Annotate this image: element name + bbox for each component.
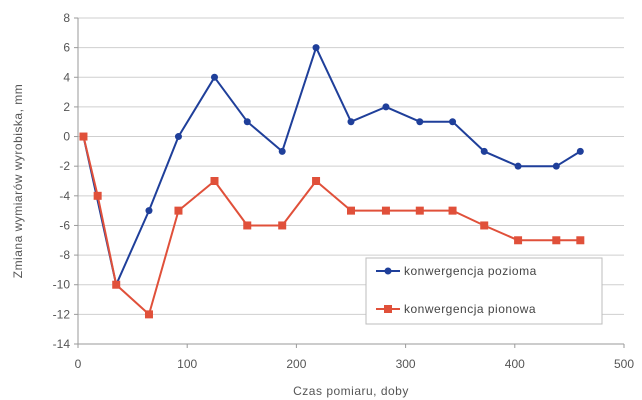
data-point-pozioma [145,207,153,215]
data-point-pozioma [243,118,251,126]
data-point-pionowa [243,221,252,230]
x-tick-label: 200 [286,357,306,371]
series-line-pozioma [82,46,581,286]
y-tick-label: -10 [53,278,71,292]
series-layer [79,44,585,319]
y-tick-label: -14 [53,337,71,351]
y-tick-label: -2 [59,159,70,173]
data-point-pionowa [210,177,219,185]
legend-label-pionowa: konwergencja pionowa [404,302,536,316]
y-tick-label: -4 [59,189,70,203]
data-point-pionowa [381,206,390,215]
data-point-pozioma [211,73,218,81]
data-point-pionowa [347,206,355,215]
data-point-pozioma [174,133,182,141]
y-tick-label: 0 [63,130,70,144]
data-point-pionowa [480,221,489,230]
y-tick-label: -6 [59,218,70,232]
data-point-pozioma [278,147,286,155]
data-point-pionowa [312,177,321,185]
data-point-pionowa [415,206,424,215]
data-point-pionowa [514,236,523,245]
data-point-pozioma [312,44,320,52]
y-tick-label: 4 [63,70,70,84]
x-tick-label: 400 [505,357,525,371]
data-point-pionowa [448,206,457,215]
data-point-pionowa [552,236,561,245]
y-tick-label: 6 [63,41,70,55]
data-point-pionowa [174,206,183,215]
legend: konwergencja pozioma konwergencja pionow… [365,257,603,325]
data-point-pionowa [79,132,88,141]
y-tick-label: -8 [59,248,70,262]
y-tick-label: -12 [53,307,71,321]
data-point-pionowa [576,236,585,245]
data-point-pozioma [576,147,584,155]
data-point-pozioma [416,118,424,126]
data-point-pionowa [93,191,102,200]
data-point-pozioma [514,162,522,170]
data-point-pozioma [480,147,488,155]
y-axis-title: Zmiana wymiarów wyrobiska, mm [11,84,25,279]
data-point-pozioma [347,118,355,126]
data-point-pionowa [278,221,287,230]
x-tick-label: 300 [396,357,416,371]
y-axis-ticks: -14 -12 -10 -8 -6 -4 -2 0 2 4 6 8 [53,11,79,351]
data-point-pionowa [144,310,153,319]
legend-marker-pozioma [384,267,392,275]
series-pionowa [79,132,585,319]
x-tick-label: 0 [75,357,82,371]
x-tick-label: 100 [177,357,197,371]
legend-label-pozioma: konwergencja pozioma [404,264,537,278]
x-tick-label: 500 [614,357,634,371]
data-point-pozioma [552,162,560,170]
grid-lines [78,17,624,345]
y-tick-label: 8 [63,11,70,25]
x-axis-ticks: 0 100 200 300 400 500 [75,343,634,371]
legend-box [365,257,603,325]
data-point-pozioma [382,103,390,111]
y-tick-label: 2 [63,100,70,114]
x-axis-title: Czas pomiaru, doby [293,384,409,398]
data-point-pionowa [112,280,121,289]
data-point-pozioma [449,118,457,126]
legend-marker-pionowa [384,305,392,313]
